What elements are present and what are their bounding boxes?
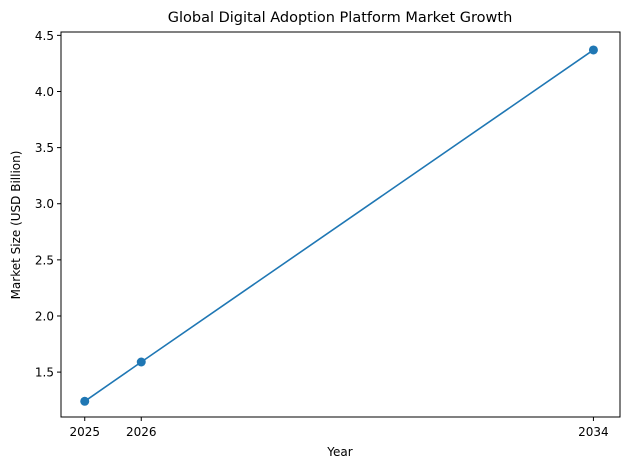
x-axis-ticks: 2025 2026 2034 <box>69 417 609 439</box>
series-line <box>84 49 594 402</box>
data-point-marker <box>588 45 598 55</box>
y-tick-label: 2.0 <box>35 309 54 323</box>
y-tick-label: 4.5 <box>35 29 54 43</box>
y-tick-label: 3.0 <box>35 197 54 211</box>
y-axis-label: Market Size (USD Billion) <box>9 151 23 300</box>
y-tick-label: 4.0 <box>35 85 54 99</box>
y-tick-label: 3.5 <box>35 141 54 155</box>
plot-area <box>80 45 598 406</box>
x-tick-label: 2026 <box>126 425 157 439</box>
axes-frame <box>60 31 621 418</box>
x-tick-label: 2034 <box>578 425 609 439</box>
data-point-marker <box>80 396 90 406</box>
y-tick-label: 2.5 <box>35 253 54 267</box>
x-tick-label: 2025 <box>69 425 100 439</box>
y-tick-label: 1.5 <box>35 366 54 380</box>
chart-title: Global Digital Adoption Platform Market … <box>168 10 513 26</box>
data-point-marker <box>136 357 146 367</box>
y-axis-ticks: 1.5 2.0 2.5 3.0 3.5 4.0 4.5 <box>35 29 61 380</box>
x-axis-label: Year <box>326 445 352 459</box>
